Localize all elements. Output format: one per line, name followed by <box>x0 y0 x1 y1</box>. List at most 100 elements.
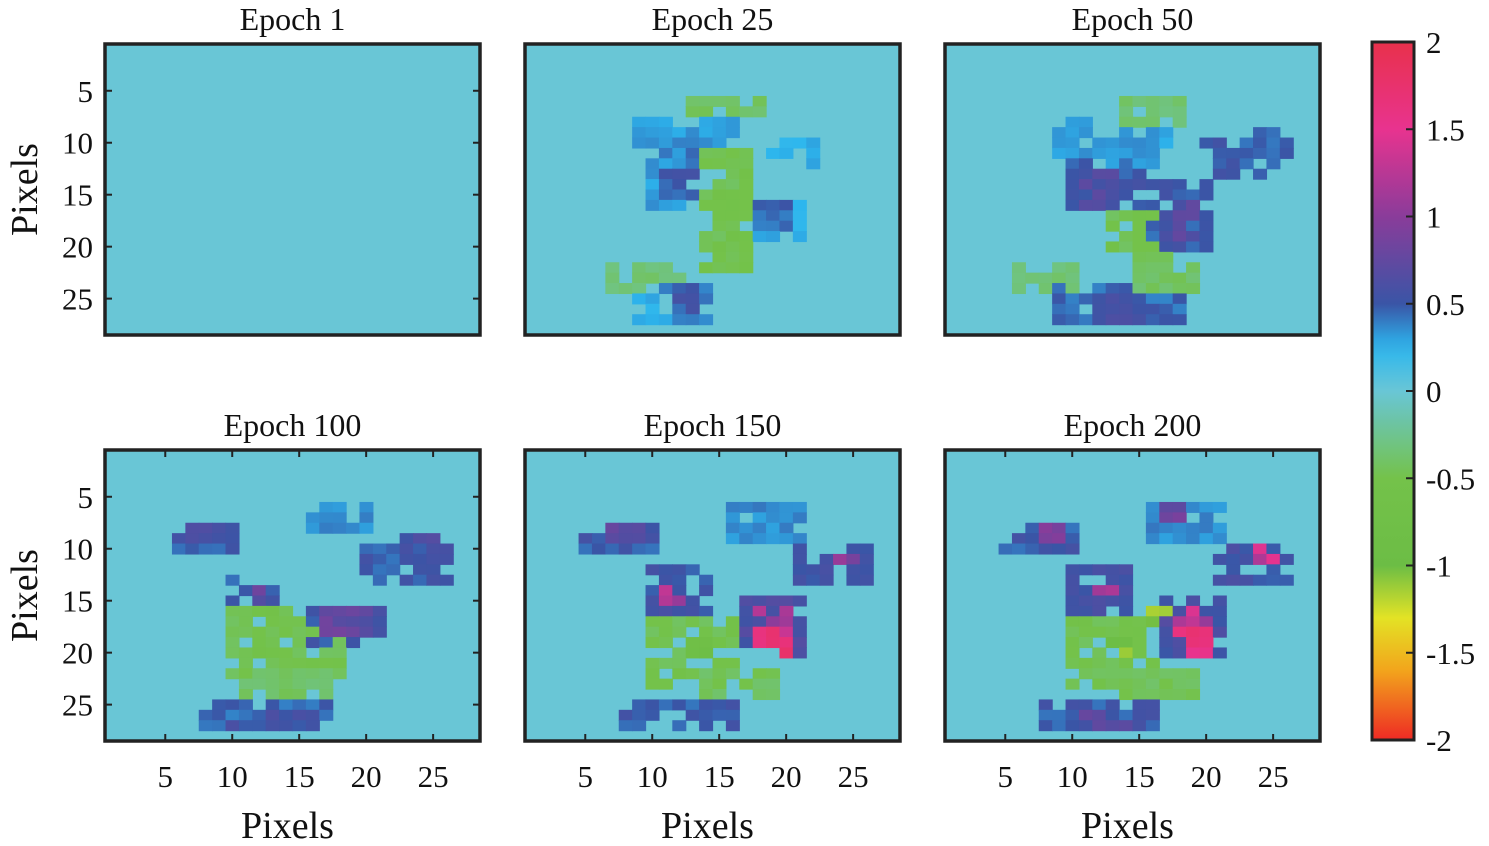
heatmap-cell <box>399 533 414 545</box>
heatmap-cell <box>1199 179 1214 191</box>
y-tick-label: 15 <box>62 584 93 619</box>
heatmap-cell <box>685 595 700 607</box>
heatmap-cell <box>1172 220 1187 232</box>
heatmap-cell <box>279 699 294 711</box>
heatmap-cell <box>225 637 240 649</box>
heatmap-cell <box>699 127 714 139</box>
heatmap-cell <box>1078 147 1093 159</box>
heatmap-cell <box>1065 303 1080 315</box>
heatmap-cell <box>1119 179 1134 191</box>
heatmap-cell <box>712 199 727 211</box>
heatmap-cell <box>252 595 267 607</box>
heatmap-cell <box>672 657 687 669</box>
heatmap-cell <box>752 220 767 232</box>
heatmap-cell <box>238 689 253 701</box>
heatmap-cell <box>685 616 700 628</box>
heatmap-cell <box>1119 689 1134 701</box>
heatmap-cell <box>279 689 294 701</box>
heatmap-cell <box>1199 522 1214 534</box>
heatmap-cell <box>1212 147 1227 159</box>
heatmap-cell <box>399 543 414 555</box>
heatmap-cell <box>792 616 807 628</box>
heatmap-cell <box>766 210 781 222</box>
heatmap-cell <box>645 168 660 180</box>
heatmap-cell <box>1266 574 1281 586</box>
heatmap-cell <box>645 262 660 274</box>
heatmap-cell <box>685 137 700 149</box>
heatmap-cell <box>1172 616 1187 628</box>
heatmap-cell <box>1132 137 1147 149</box>
heatmap-cell <box>1132 241 1147 253</box>
heatmap-cell <box>1065 179 1080 191</box>
heatmap-cell <box>1199 605 1214 617</box>
heatmap-cell <box>712 626 727 638</box>
heatmap-cell <box>1092 179 1107 191</box>
heatmap-cell <box>292 616 307 628</box>
heatmap-cell <box>1092 137 1107 149</box>
heatmap-cell <box>1011 533 1026 545</box>
heatmap-cell <box>292 626 307 638</box>
heatmap-cell <box>752 637 767 649</box>
panel-title: Epoch 50 <box>1072 1 1194 37</box>
heatmap-cell <box>1078 616 1093 628</box>
heatmap-cell <box>1159 95 1174 107</box>
heatmap-cell <box>752 533 767 545</box>
heatmap-cell <box>658 137 673 149</box>
heatmap-cell <box>1145 95 1160 107</box>
heatmap-cell <box>846 543 861 555</box>
heatmap-cell <box>605 272 620 284</box>
heatmap-cell <box>413 553 428 565</box>
heatmap-cell <box>645 543 660 555</box>
heatmap-cell <box>725 251 740 263</box>
heatmap-cell <box>1199 210 1214 222</box>
heatmap-cell <box>1038 522 1053 534</box>
heatmap-cell <box>279 678 294 690</box>
heatmap-cell <box>265 626 280 638</box>
heatmap-cell <box>1253 137 1268 149</box>
heatmap-cell <box>1105 637 1120 649</box>
x-tick-label: 20 <box>351 759 382 794</box>
heatmap-cell <box>1119 303 1134 315</box>
heatmap-cell <box>319 605 334 617</box>
heatmap-cell <box>1226 574 1241 586</box>
heatmap-cell <box>1092 293 1107 305</box>
heatmap-cell <box>618 709 633 721</box>
heatmap-cell <box>1172 231 1187 243</box>
heatmap-cell <box>1132 210 1147 222</box>
heatmap-cell <box>672 699 687 711</box>
heatmap-cell <box>658 199 673 211</box>
heatmap-cell <box>1172 637 1187 649</box>
heatmap-cell <box>1092 283 1107 295</box>
heatmap-cell <box>1132 668 1147 680</box>
heatmap-cell <box>1145 262 1160 274</box>
heatmap-cell <box>618 522 633 534</box>
heatmap-cell <box>632 533 647 545</box>
heatmap-cell <box>779 626 794 638</box>
heatmap-cell <box>225 533 240 545</box>
heatmap-cell <box>1025 543 1040 555</box>
y-tick-label: 5 <box>78 480 94 515</box>
heatmap-cell <box>1132 709 1147 721</box>
heatmap-cell <box>1186 210 1201 222</box>
heatmap-cell <box>1105 147 1120 159</box>
heatmap-cell <box>699 231 714 243</box>
heatmap-cell <box>725 637 740 649</box>
heatmap-cell <box>739 616 754 628</box>
x-tick-label: 10 <box>1057 759 1088 794</box>
heatmap-cell <box>1186 199 1201 211</box>
heatmap-cell <box>1159 647 1174 659</box>
heatmap-cell <box>1119 720 1134 732</box>
heatmap-cell <box>672 605 687 617</box>
heatmap-cell <box>1038 283 1053 295</box>
heatmap-cell <box>305 616 320 628</box>
heatmap-cell <box>1038 533 1053 545</box>
heatmap-cell <box>1052 272 1067 284</box>
heatmap-cell <box>645 314 660 326</box>
heatmap-cell <box>1052 147 1067 159</box>
heatmap-cell <box>645 668 660 680</box>
heatmap-cell <box>699 647 714 659</box>
x-tick-label: 25 <box>838 759 869 794</box>
heatmap-cell <box>1212 595 1227 607</box>
heatmap-cell <box>712 637 727 649</box>
heatmap-cell <box>1199 616 1214 628</box>
